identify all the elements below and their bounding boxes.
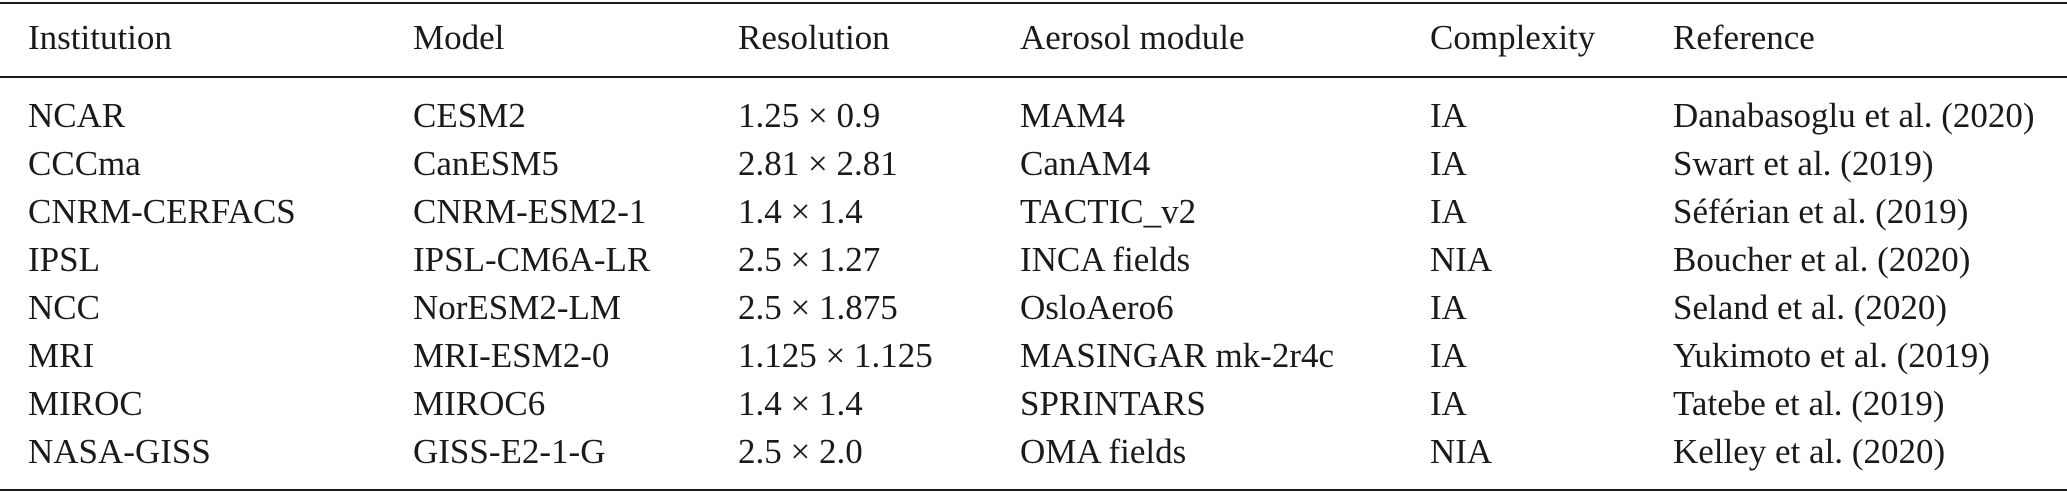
cell-model: NorESM2-LM: [413, 288, 622, 327]
cell-reference: Kelley et al. (2020): [1673, 432, 1946, 471]
header-reference: Reference: [1673, 17, 1815, 57]
header-resolution: Resolution: [738, 17, 890, 57]
table-row: NCC NorESM2-LM 2.5 × 1.875 OsloAero6 IA Selan…: [0, 284, 2067, 332]
cell-institution: IPSL: [28, 240, 100, 279]
cell-resolution: 1.4 × 1.4: [738, 384, 863, 423]
cell-model: CNRM-ESM2-1: [413, 192, 647, 231]
cell-complexity: IA: [1430, 144, 1467, 183]
table-row: CCCma CanESM5 2.81 × 2.81 CanAM4 IA Swart et …: [0, 140, 2067, 188]
cell-aerosol-module: MASINGAR mk-2r4c: [1020, 336, 1335, 375]
cell-model: IPSL-CM6A-LR: [413, 240, 651, 279]
cell-resolution: 2.5 × 2.0: [738, 432, 863, 471]
cell-reference: Danabasoglu et al. (2020): [1673, 96, 2035, 135]
cell-complexity: NIA: [1430, 240, 1493, 279]
cell-aerosol-module: CanAM4: [1020, 144, 1151, 183]
cell-model: CanESM5: [413, 144, 559, 183]
cell-resolution: 2.81 × 2.81: [738, 144, 898, 183]
header-row: Institution Model Resolution Aerosol mod…: [0, 0, 2067, 73]
cell-model: CESM2: [413, 96, 526, 135]
cell-complexity: IA: [1430, 384, 1467, 423]
cell-model: MIROC6: [413, 384, 546, 423]
table-row: NASA-GISS GISS-E2-1-G 2.5 × 2.0 OMA fields N…: [0, 428, 2067, 476]
table-row: IPSL IPSL-CM6A-LR 2.5 × 1.27 INCA fields NIA…: [0, 236, 2067, 284]
cell-reference: Boucher et al. (2020): [1673, 240, 1971, 279]
table-body: NCAR CESM2 1.25 × 0.9 MAM4 IA Danabasoglu et …: [0, 73, 2067, 476]
table-row: MIROC MIROC6 1.4 × 1.4 SPRINTARS IA Tatebe et…: [0, 380, 2067, 428]
cell-institution: MRI: [28, 336, 95, 375]
cell-reference: Séférian et al. (2019): [1673, 192, 1969, 231]
cell-complexity: NIA: [1430, 432, 1493, 471]
cell-aerosol-module: MAM4: [1020, 96, 1126, 135]
table-row: CNRM-CERFACS CNRM-ESM2-1 1.4 × 1.4 TACTIC_v…: [0, 188, 2067, 236]
cell-complexity: IA: [1430, 336, 1467, 375]
header-complexity: Complexity: [1430, 17, 1596, 57]
cell-aerosol-module: OsloAero6: [1020, 288, 1174, 327]
cell-reference: Seland et al. (2020): [1673, 288, 1948, 327]
cell-complexity: IA: [1430, 192, 1467, 231]
cell-model: GISS-E2-1-G: [413, 432, 606, 471]
cell-resolution: 2.5 × 1.27: [738, 240, 881, 279]
cell-reference: Yukimoto et al. (2019): [1673, 336, 1990, 375]
bottom-rule: [0, 489, 2067, 491]
cell-aerosol-module: SPRINTARS: [1020, 384, 1206, 423]
header-aerosol-module: Aerosol module: [1020, 17, 1245, 57]
header-rule: [0, 76, 2067, 78]
cell-institution: CNRM-CERFACS: [28, 192, 296, 231]
cell-aerosol-module: OMA fields: [1020, 432, 1187, 471]
cell-aerosol-module: TACTIC_v2: [1020, 192, 1197, 231]
cell-institution: CCCma: [28, 144, 141, 183]
table-row: MRI MRI-ESM2-0 1.125 × 1.125 MASINGAR mk-2r…: [0, 332, 2067, 380]
cell-resolution: 1.4 × 1.4: [738, 192, 863, 231]
header-model: Model: [413, 17, 505, 57]
cell-complexity: IA: [1430, 96, 1467, 135]
header-institution: Institution: [28, 17, 172, 57]
cell-reference: Tatebe et al. (2019): [1673, 384, 1945, 423]
cell-resolution: 1.25 × 0.9: [738, 96, 881, 135]
cell-reference: Swart et al. (2019): [1673, 144, 1934, 183]
cell-model: MRI-ESM2-0: [413, 336, 610, 375]
cell-institution: NASA-GISS: [28, 432, 211, 471]
cell-complexity: IA: [1430, 288, 1467, 327]
cell-aerosol-module: INCA fields: [1020, 240, 1191, 279]
top-rule: [0, 2, 2067, 4]
cell-resolution: 2.5 × 1.875: [738, 288, 898, 327]
cell-institution: MIROC: [28, 384, 143, 423]
data-table: Institution Model Resolution Aerosol mod…: [0, 0, 2067, 476]
table-header: Institution Model Resolution Aerosol mod…: [0, 0, 2067, 73]
cell-institution: NCC: [28, 288, 100, 327]
body-spacer: [0, 73, 2067, 92]
cell-resolution: 1.125 × 1.125: [738, 336, 933, 375]
cell-institution: NCAR: [28, 96, 126, 135]
table-row: NCAR CESM2 1.25 × 0.9 MAM4 IA Danabasoglu et …: [0, 92, 2067, 140]
